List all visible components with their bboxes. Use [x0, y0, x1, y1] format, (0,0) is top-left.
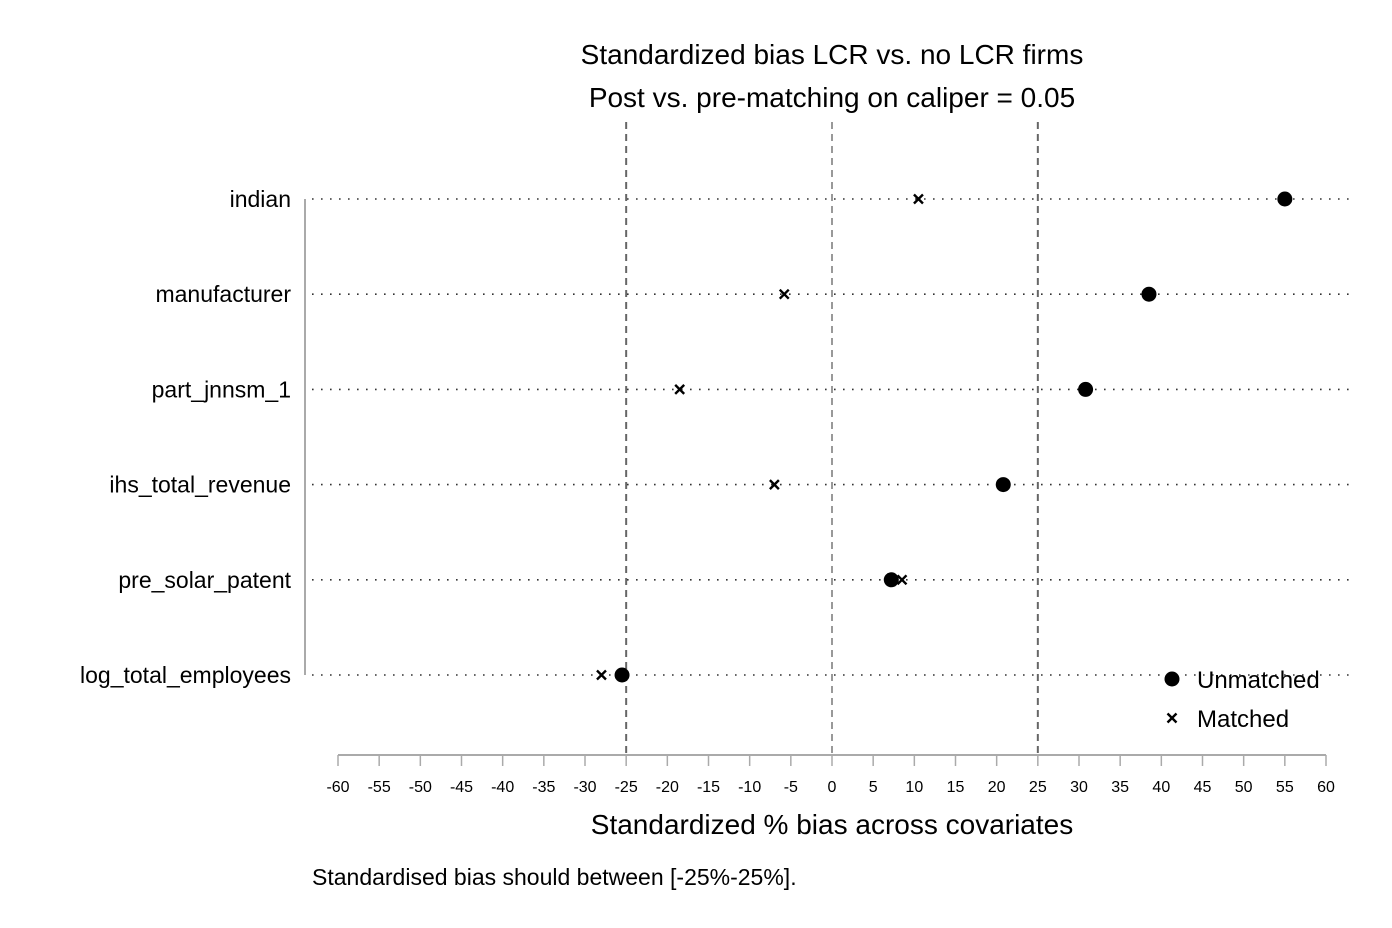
x-tick-label: 35	[1111, 779, 1129, 796]
unmatched-point	[883, 572, 899, 588]
category-label: part_jnnsm_1	[152, 376, 291, 402]
category-label: ihs_total_revenue	[109, 472, 291, 498]
category-label: indian	[230, 186, 291, 212]
reference-lines	[625, 122, 1039, 755]
x-axis: -60 -55 -50 -45 -40 -35 -30 -25 -20 -15 -10 -5 0 5 10 1…	[326, 754, 1335, 796]
x-tick-label: 5	[869, 779, 878, 796]
x-tick-label: -40	[491, 779, 514, 796]
category-labels: indian manufacturer part_jnnsm_1 ihs_total_…	[80, 186, 292, 688]
x-tick-label: -20	[656, 779, 679, 796]
x-tick-label: -50	[409, 779, 432, 796]
legend: Unmatched Matched	[1164, 667, 1320, 733]
category-label: manufacturer	[155, 281, 291, 307]
x-tick-label: -45	[450, 779, 473, 796]
x-tick-label: -5	[784, 779, 798, 796]
chart-title: Standardized bias LCR vs. no LCR firms	[581, 39, 1084, 70]
data-marks	[596, 191, 1293, 683]
x-tick-label: 60	[1317, 779, 1335, 796]
unmatched-point	[1141, 286, 1157, 302]
x-tick-label: 10	[905, 779, 923, 796]
category-label: log_total_employees	[80, 662, 291, 688]
x-tick-label: 55	[1276, 779, 1294, 796]
legend-label: Matched	[1197, 706, 1289, 733]
chart-subtitle: Post vs. pre-matching on caliper = 0.05	[589, 82, 1075, 113]
x-tick-label: 30	[1070, 779, 1088, 796]
legend-marker-matched	[1166, 712, 1178, 724]
matched-point	[674, 384, 686, 395]
x-tick-label: -25	[615, 779, 638, 796]
matched-point	[778, 288, 790, 300]
x-axis-title: Standardized % bias across covariates	[591, 809, 1073, 840]
x-tick-label: -55	[368, 779, 391, 796]
x-tick-label: 20	[988, 779, 1006, 796]
matched-point	[596, 669, 607, 681]
legend-marker-matched-stroke	[1166, 712, 1178, 724]
matched-point-stroke	[913, 193, 924, 205]
category-label: pre_solar_patent	[118, 567, 291, 593]
x-tick-label: 0	[828, 779, 837, 796]
matched-point	[913, 193, 924, 205]
x-tick-label: 15	[947, 779, 965, 796]
legend-marker-unmatched	[1164, 671, 1180, 687]
unmatched-point	[1277, 191, 1293, 207]
x-tick-label: 50	[1235, 779, 1253, 796]
x-tick-label: -30	[573, 779, 596, 796]
matched-point-stroke	[778, 288, 790, 300]
x-tick-label: 25	[1029, 779, 1047, 796]
matched-point-stroke	[596, 669, 607, 681]
matched-point	[769, 479, 780, 490]
x-tick-label: -35	[532, 779, 555, 796]
x-tick-label: -60	[326, 779, 349, 796]
matched-point	[896, 574, 908, 586]
matched-point-stroke	[674, 384, 686, 395]
unmatched-point	[614, 667, 630, 683]
legend-label: Unmatched	[1197, 667, 1320, 694]
matched-point-stroke	[769, 479, 780, 490]
unmatched-point	[995, 477, 1011, 493]
x-tick-label: -15	[697, 779, 720, 796]
x-tick-label: -10	[738, 779, 761, 796]
x-tick-label: 40	[1152, 779, 1170, 796]
matched-point-stroke	[896, 574, 908, 586]
unmatched-point	[1078, 381, 1094, 397]
x-tick-label: 45	[1194, 779, 1212, 796]
chart-note: Standardised bias should between [-25%-2…	[312, 864, 797, 890]
